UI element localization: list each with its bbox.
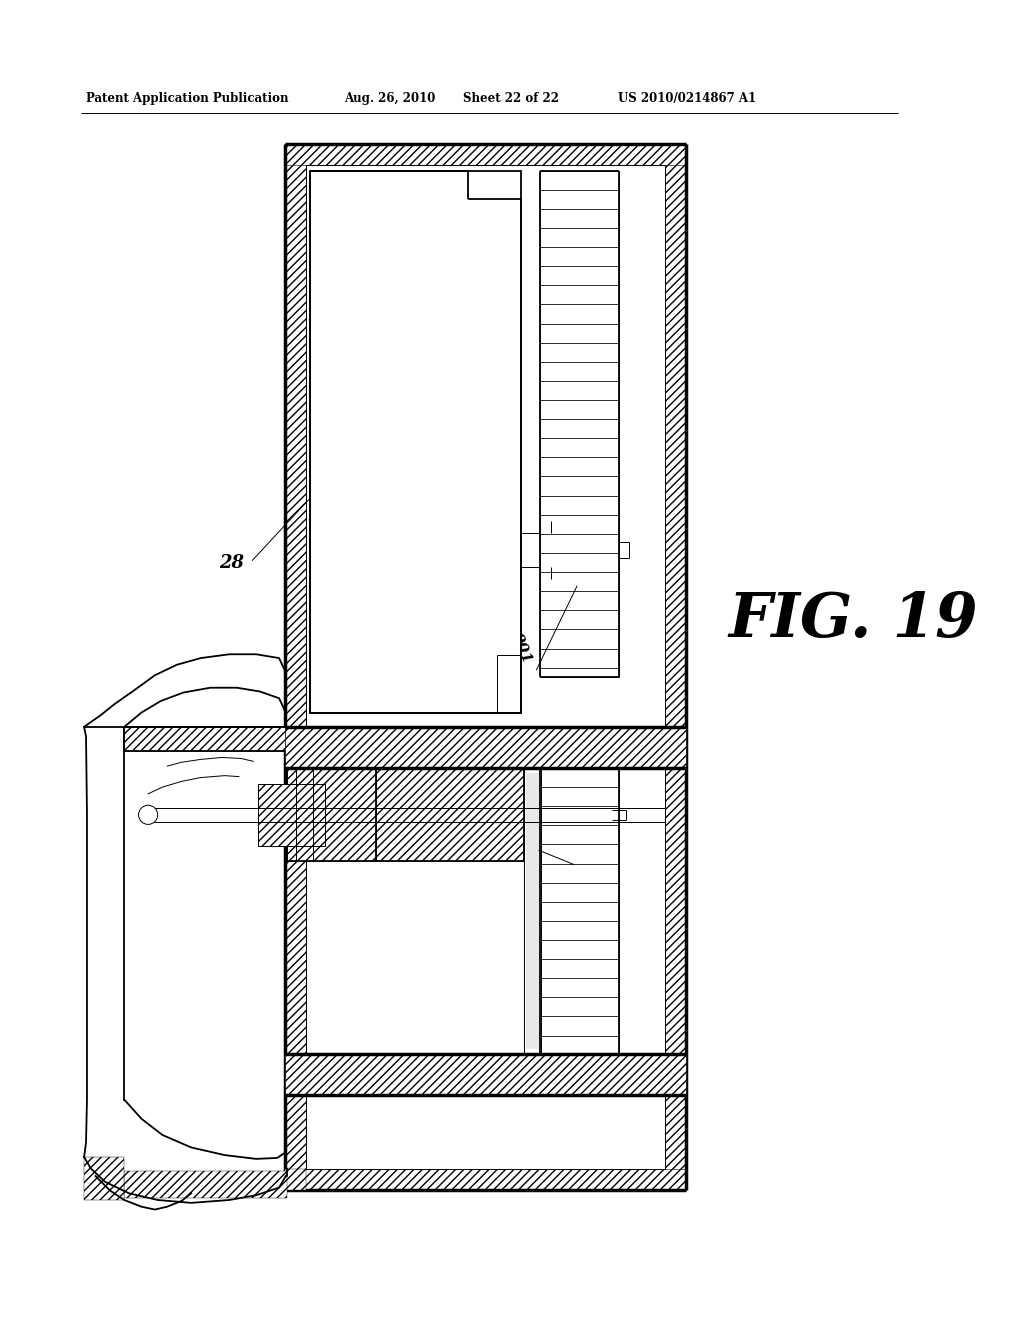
Text: FIG. 19: FIG. 19: [728, 590, 978, 649]
Bar: [540, 420, 620, 438]
Bar: [540, 438, 620, 458]
Bar: [540, 247, 620, 267]
Bar: [285, 144, 306, 1191]
Bar: [540, 845, 620, 863]
Bar: [285, 1053, 686, 1094]
Bar: [540, 572, 620, 591]
Bar: [540, 668, 620, 677]
Bar: [540, 343, 620, 362]
Text: 28: 28: [219, 553, 244, 572]
Bar: [523, 768, 541, 1053]
Bar: [540, 591, 620, 610]
Bar: [540, 787, 620, 807]
Bar: [540, 533, 620, 553]
Bar: [540, 381, 620, 400]
Bar: [540, 978, 620, 998]
Text: Sheet 22 of 22: Sheet 22 of 22: [463, 91, 558, 104]
Text: US 2010/0214867 A1: US 2010/0214867 A1: [618, 91, 757, 104]
Bar: [285, 1170, 686, 1191]
Bar: [287, 768, 376, 861]
Bar: [540, 305, 620, 323]
Bar: [540, 458, 620, 477]
Bar: [540, 902, 620, 921]
Bar: [540, 610, 620, 630]
Text: Patent Application Publication: Patent Application Publication: [86, 91, 289, 104]
Circle shape: [138, 805, 158, 825]
Bar: [540, 495, 620, 515]
Bar: [540, 998, 620, 1016]
Bar: [540, 362, 620, 381]
Bar: [540, 553, 620, 572]
Bar: [124, 1171, 287, 1199]
Bar: [540, 285, 620, 305]
Bar: [285, 144, 686, 165]
Bar: [306, 165, 666, 1170]
Text: 901: 901: [509, 631, 534, 665]
Bar: [309, 170, 521, 713]
Bar: [540, 400, 620, 420]
Bar: [285, 1170, 306, 1191]
Text: 901: 901: [509, 832, 535, 867]
Bar: [540, 768, 620, 787]
Bar: [540, 515, 620, 533]
Bar: [540, 940, 620, 960]
Bar: [540, 323, 620, 343]
Bar: [540, 209, 620, 228]
Bar: [540, 883, 620, 902]
Bar: [84, 1158, 124, 1200]
Bar: [540, 477, 620, 495]
Bar: [540, 921, 620, 940]
Text: Aug. 26, 2010: Aug. 26, 2010: [344, 91, 435, 104]
Bar: [666, 144, 686, 1191]
Bar: [540, 1036, 620, 1053]
Bar: [540, 190, 620, 209]
Bar: [540, 825, 620, 845]
Bar: [540, 170, 620, 190]
Bar: [376, 768, 523, 861]
Bar: [540, 807, 620, 825]
Bar: [540, 1016, 620, 1036]
Bar: [540, 630, 620, 648]
Bar: [306, 1094, 666, 1170]
Bar: [525, 772, 539, 1049]
Bar: [540, 648, 620, 668]
Bar: [540, 228, 620, 247]
Bar: [124, 727, 285, 751]
Bar: [540, 960, 620, 978]
Bar: [540, 863, 620, 883]
Bar: [258, 784, 325, 846]
Bar: [540, 267, 620, 285]
Bar: [285, 727, 686, 768]
